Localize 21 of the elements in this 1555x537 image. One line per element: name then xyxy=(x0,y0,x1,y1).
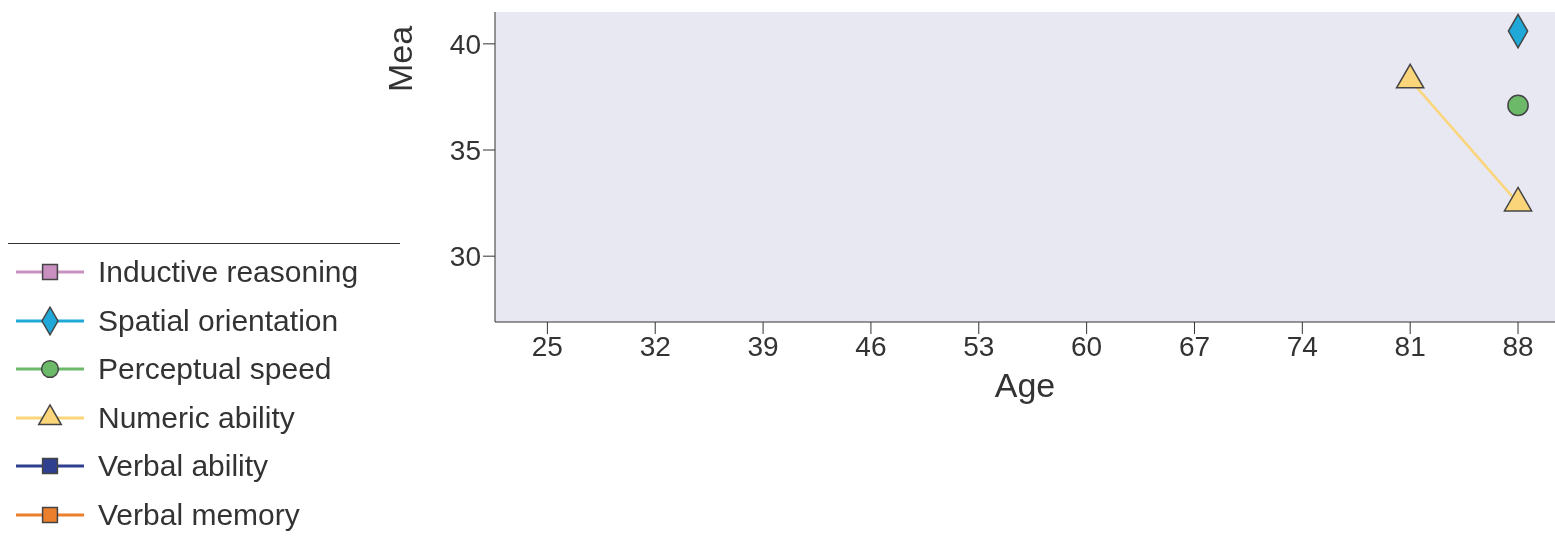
legend-label: Verbal memory xyxy=(98,497,300,532)
x-tick-label: 67 xyxy=(1178,330,1211,362)
x-tick-label: 46 xyxy=(855,330,887,362)
x-tick-label: 88 xyxy=(1502,330,1534,362)
y-tick-label: 35 xyxy=(449,134,481,166)
legend-label: Verbal ability xyxy=(98,449,269,484)
x-tick-label: 25 xyxy=(531,330,563,362)
legend-label: Inductive reasoning xyxy=(98,255,359,290)
x-tick-label: 53 xyxy=(963,330,995,362)
y-tick-label: 30 xyxy=(449,241,481,273)
legend-label: Perceptual speed xyxy=(98,352,332,387)
x-tick-label: 60 xyxy=(1071,330,1103,362)
y-axis-title: Mea xyxy=(381,25,420,93)
legend-label: Spatial orientation xyxy=(98,303,339,338)
x-tick-label: 81 xyxy=(1394,330,1426,362)
x-axis-title: Age xyxy=(994,366,1056,404)
x-tick-label: 32 xyxy=(639,330,671,362)
x-tick-label: 74 xyxy=(1286,330,1318,362)
y-tick-label: 40 xyxy=(449,28,481,60)
legend-label: Numeric ability xyxy=(98,400,295,435)
x-tick-label: 39 xyxy=(747,330,779,362)
